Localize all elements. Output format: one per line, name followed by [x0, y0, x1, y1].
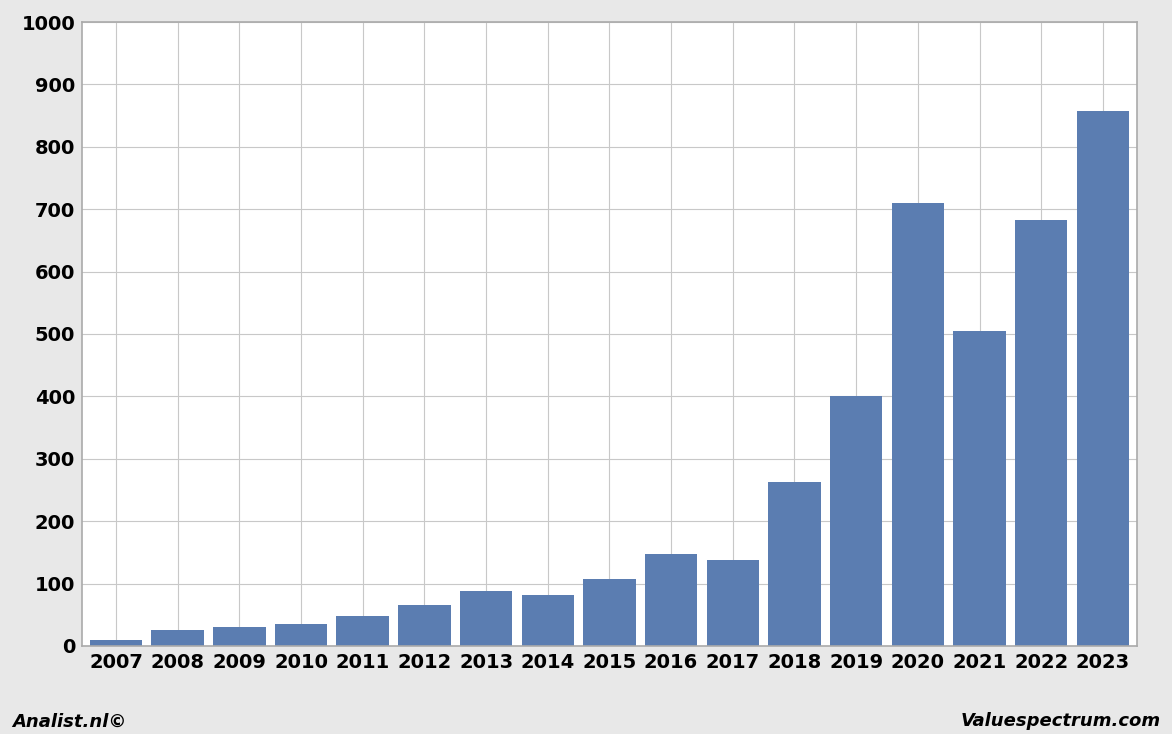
Bar — [830, 396, 883, 646]
Bar — [522, 595, 574, 646]
Bar — [336, 616, 389, 646]
Bar — [584, 579, 635, 646]
Bar — [274, 624, 327, 646]
Bar — [1077, 112, 1129, 646]
Bar — [953, 331, 1006, 646]
Text: Analist.nl©: Analist.nl© — [12, 712, 127, 730]
Bar — [459, 591, 512, 646]
Bar — [151, 631, 204, 646]
Bar — [707, 560, 759, 646]
Text: Valuespectrum.com: Valuespectrum.com — [960, 712, 1160, 730]
Bar — [769, 482, 820, 646]
Bar — [398, 606, 450, 646]
Bar — [892, 203, 945, 646]
Bar — [1015, 219, 1068, 646]
Bar — [90, 639, 142, 646]
Bar — [213, 627, 266, 646]
Bar — [645, 553, 697, 646]
